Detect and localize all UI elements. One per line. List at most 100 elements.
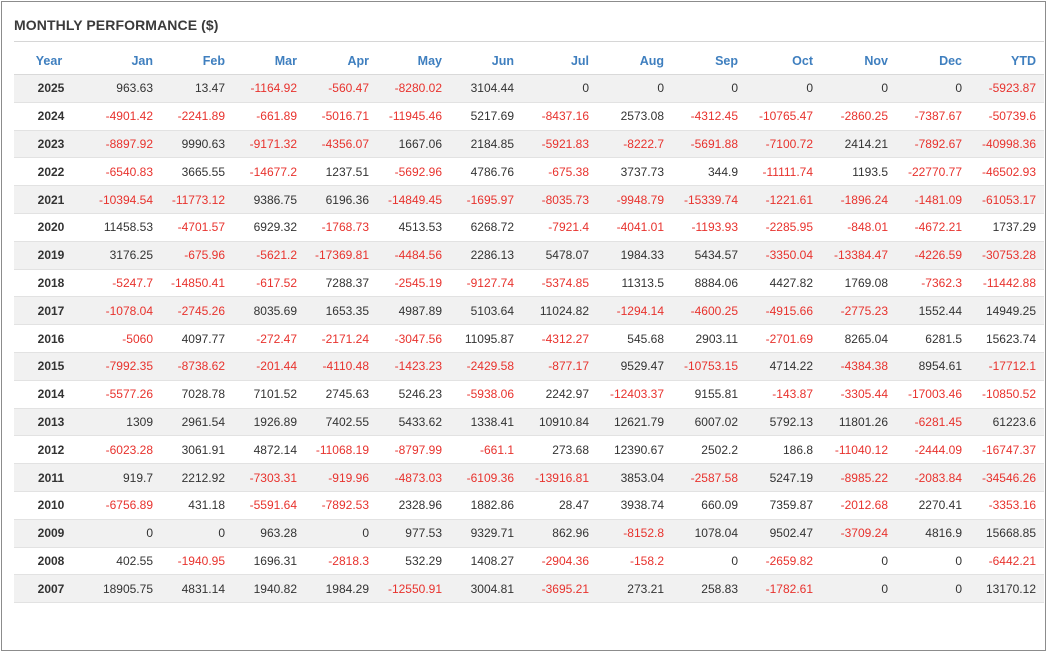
- month-value-cell: -7992.35: [84, 352, 161, 381]
- month-value-cell: 3665.55: [161, 157, 233, 187]
- month-value-cell: -14849.45: [377, 185, 450, 214]
- month-value-cell: 0: [821, 547, 896, 576]
- table-row: 2016 -5060 4097.77 -272.47 -2171.24 -3047.56 1…: [14, 324, 1044, 353]
- month-value-cell: 8954.61: [896, 352, 970, 381]
- month-value-cell: -5016.71: [305, 102, 377, 131]
- month-value-cell: -3305.44: [821, 380, 896, 409]
- ytd-cell: -3353.16: [970, 491, 1044, 520]
- month-value-cell: -4701.57: [161, 213, 233, 242]
- year-cell: 2016: [14, 324, 84, 353]
- month-value-cell: -11773.12: [161, 185, 233, 214]
- month-value-cell: -14850.41: [161, 269, 233, 298]
- monthly-performance-table: Year Jan Feb Mar Apr May Jun Jul Aug Sep Oct Nov Dec…: [14, 47, 1044, 604]
- table-row: 2019 3176.25 -675.96 -5621.2 -17369.81 -4484.…: [14, 241, 1044, 270]
- month-value-cell: 0: [597, 74, 672, 103]
- month-value-cell: -4312.27: [522, 324, 597, 353]
- month-value-cell: 1984.33: [597, 241, 672, 270]
- month-value-cell: -2429.58: [450, 352, 522, 381]
- month-value-cell: 9990.63: [161, 130, 233, 159]
- month-value-cell: -8897.92: [84, 130, 161, 159]
- month-value-cell: 1984.29: [305, 574, 377, 604]
- month-value-cell: 4872.14: [233, 435, 305, 465]
- table-row: 2012 -6023.28 3061.91 4872.14 -11068.19 -8797…: [14, 435, 1044, 465]
- month-value-cell: 12390.67: [597, 435, 672, 465]
- month-value-cell: 6196.36: [305, 185, 377, 214]
- month-value-cell: -4873.03: [377, 463, 450, 492]
- month-value-cell: -7892.53: [305, 491, 377, 520]
- month-value-cell: 18905.75: [84, 574, 161, 604]
- month-value-cell: 1309: [84, 408, 161, 437]
- month-value-cell: 2414.21: [821, 130, 896, 159]
- month-value-cell: -1078.04: [84, 296, 161, 326]
- table-row: 2024 -4901.42 -2241.89 -661.89 -5016.71 -1194…: [14, 102, 1044, 131]
- month-value-cell: 186.8: [746, 435, 821, 465]
- month-value-cell: -8985.22: [821, 463, 896, 492]
- table-row: 2020 11458.53 -4701.57 6929.32 -1768.73 4513.…: [14, 213, 1044, 242]
- ytd-cell: -34546.26: [970, 463, 1044, 492]
- month-value-cell: -17369.81: [305, 241, 377, 270]
- month-value-cell: 4816.9: [896, 519, 970, 548]
- month-value-cell: 258.83: [672, 574, 746, 604]
- month-value-cell: 0: [821, 74, 896, 103]
- month-value-cell: 919.7: [84, 463, 161, 492]
- month-value-cell: -2860.25: [821, 102, 896, 131]
- month-value-cell: -272.47: [233, 324, 305, 353]
- table-row: 2013 1309 2961.54 1926.89 7402.55 5433.62 1338…: [14, 408, 1044, 437]
- month-value-cell: -675.38: [522, 157, 597, 187]
- month-value-cell: 0: [672, 74, 746, 103]
- month-value-cell: -617.52: [233, 269, 305, 298]
- month-value-cell: -1481.09: [896, 185, 970, 214]
- month-value-cell: 4987.89: [377, 296, 450, 326]
- month-value-cell: -3709.24: [821, 519, 896, 548]
- month-value-cell: -15339.74: [672, 185, 746, 214]
- month-value-cell: 7028.78: [161, 380, 233, 409]
- month-value-cell: -675.96: [161, 241, 233, 270]
- month-value-cell: -2012.68: [821, 491, 896, 520]
- month-value-cell: 2961.54: [161, 408, 233, 437]
- month-value-cell: 3061.91: [161, 435, 233, 465]
- month-value-cell: -2818.3: [305, 547, 377, 576]
- month-value-cell: -2587.58: [672, 463, 746, 492]
- month-value-cell: 2745.63: [305, 380, 377, 409]
- month-value-cell: -6023.28: [84, 435, 161, 465]
- month-value-cell: 4786.76: [450, 157, 522, 187]
- month-value-cell: 1926.89: [233, 408, 305, 437]
- month-value-cell: 2184.85: [450, 130, 522, 159]
- ytd-cell: 13170.12: [970, 574, 1044, 604]
- month-value-cell: -5060: [84, 324, 161, 353]
- month-value-cell: -10753.15: [672, 352, 746, 381]
- month-value-cell: -2083.84: [896, 463, 970, 492]
- ytd-cell: 15623.74: [970, 324, 1044, 353]
- month-value-cell: -11111.74: [746, 157, 821, 187]
- month-value-cell: -5621.2: [233, 241, 305, 270]
- month-value-cell: -8152.8: [597, 519, 672, 548]
- ytd-cell: -6442.21: [970, 547, 1044, 576]
- year-cell: 2023: [14, 130, 84, 159]
- month-value-cell: 5246.23: [377, 380, 450, 409]
- year-cell: 2012: [14, 435, 84, 465]
- month-value-cell: 3004.81: [450, 574, 522, 604]
- month-value-cell: -4915.66: [746, 296, 821, 326]
- month-value-cell: -6109.36: [450, 463, 522, 492]
- column-header-nov: Nov: [821, 47, 896, 75]
- month-value-cell: 273.21: [597, 574, 672, 604]
- column-header-sep: Sep: [672, 47, 746, 75]
- month-value-cell: 1338.41: [450, 408, 522, 437]
- month-value-cell: -877.17: [522, 352, 597, 381]
- month-value-cell: -661.1: [450, 435, 522, 465]
- header-row: Year Jan Feb Mar Apr May Jun Jul Aug Sep Oct Nov Dec…: [14, 47, 1044, 75]
- year-cell: 2020: [14, 213, 84, 242]
- month-value-cell: 273.68: [522, 435, 597, 465]
- table-row: 2025 963.63 13.47 -1164.92 -560.47 -8280.02 31…: [14, 74, 1044, 103]
- ytd-cell: -10850.52: [970, 380, 1044, 409]
- month-value-cell: 4831.14: [161, 574, 233, 604]
- month-value-cell: 660.09: [672, 491, 746, 520]
- month-value-cell: -201.44: [233, 352, 305, 381]
- month-value-cell: -7362.3: [896, 269, 970, 298]
- month-value-cell: -4312.45: [672, 102, 746, 131]
- month-value-cell: -13916.81: [522, 463, 597, 492]
- month-value-cell: -8437.16: [522, 102, 597, 131]
- month-value-cell: 4427.82: [746, 269, 821, 298]
- month-value-cell: -4226.59: [896, 241, 970, 270]
